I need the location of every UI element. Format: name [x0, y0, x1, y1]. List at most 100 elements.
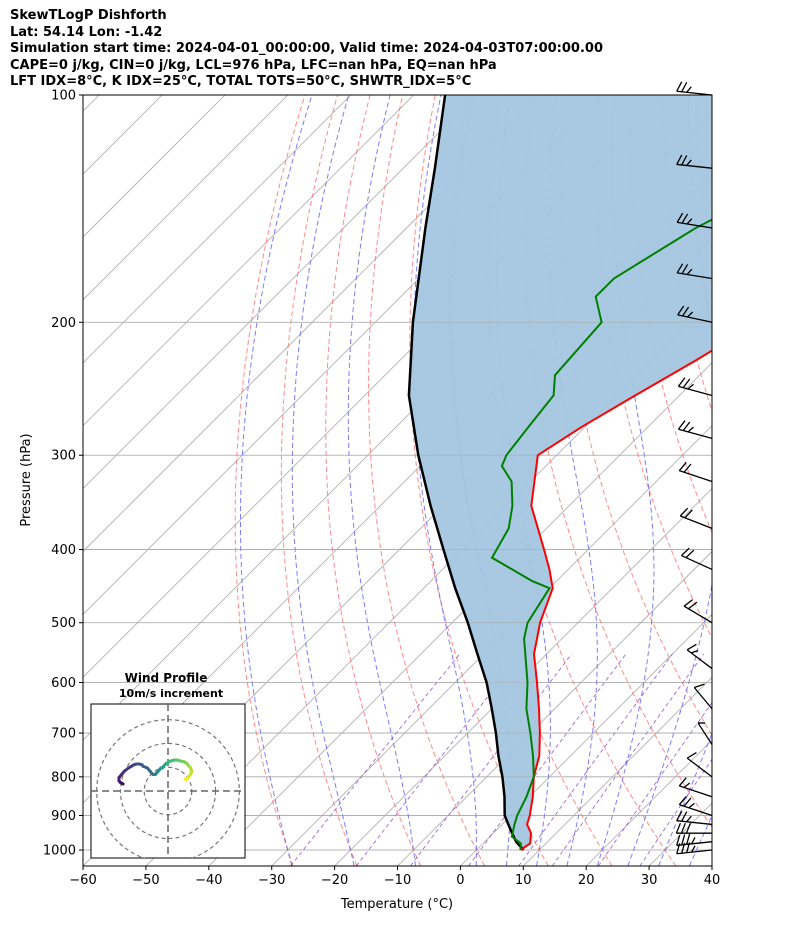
wind-barb-staff — [677, 314, 713, 323]
wind-barb-flag — [681, 834, 686, 846]
isotherm — [334, 488, 712, 866]
x-tick-label: −40 — [195, 873, 222, 888]
wind-barb-staff — [683, 605, 713, 624]
wind-barb-flag — [690, 649, 699, 654]
y-tick-label: 600 — [51, 676, 76, 691]
wind-barb-staff — [693, 687, 713, 710]
wind-barb-flag — [677, 420, 686, 430]
wind-barb-staff — [686, 757, 713, 778]
wind-barb — [676, 810, 713, 826]
wind-barb-flag — [686, 218, 693, 225]
x-tick-label: 30 — [641, 873, 658, 888]
dry-adiabat — [728, 95, 794, 866]
dry-adiabat — [234, 95, 306, 866]
x-tick-label: 40 — [704, 873, 721, 888]
dry-adiabat — [325, 95, 422, 866]
wind-barb — [676, 833, 713, 847]
wind-barb-flag — [676, 154, 683, 165]
y-tick-label: 500 — [51, 616, 76, 631]
wind-barb-staff — [676, 841, 713, 847]
wind-barb-flag — [681, 155, 688, 166]
x-tick-label: −60 — [69, 873, 96, 888]
temperature-line — [519, 349, 712, 851]
dry-adiabat — [662, 95, 712, 413]
wind-barb — [679, 507, 713, 530]
wind-barb-staff — [677, 221, 713, 229]
wind-barb-staff — [697, 722, 713, 745]
wind-barb-flag — [681, 842, 686, 854]
x-tick-label: 20 — [578, 873, 595, 888]
wind-barb — [686, 751, 713, 778]
wind-barb-flag — [675, 822, 682, 834]
wind-barb-flag — [685, 549, 695, 559]
moist-adiabat — [347, 95, 416, 866]
wind-barb-flag — [685, 822, 692, 834]
wind-barbs — [675, 81, 713, 855]
wind-barb-flag — [687, 383, 694, 390]
wind-barb-flag — [683, 599, 694, 607]
wind-barb — [678, 795, 713, 817]
wind-barb-flag — [683, 782, 691, 788]
moist-adiabat — [291, 95, 355, 866]
wind-barb-flag — [678, 462, 687, 472]
wind-barb-flag — [680, 822, 687, 834]
dry-adiabat — [761, 95, 794, 866]
axes-layer: −60 −50 −40 −30 −20 −10 0 10 20 30 40 100 200 300 400 5… — [43, 89, 720, 889]
isotherm — [83, 95, 100, 112]
isotherm — [83, 95, 289, 301]
wind-barb-flag — [686, 159, 692, 166]
moist-adiabat — [596, 95, 655, 866]
wind-barb-flag — [681, 547, 690, 557]
wind-barb-flag — [681, 811, 688, 822]
mixing-ratio-line — [468, 653, 627, 866]
wind-barb-flag — [683, 797, 692, 807]
wind-barb — [681, 547, 713, 571]
wind-barb-flag — [686, 268, 693, 275]
wind-barb-flag — [682, 421, 691, 431]
mixing-ratio-line — [518, 653, 673, 866]
wind-barb-flag — [676, 212, 684, 223]
wind-barb — [677, 420, 713, 440]
wind-barb — [693, 683, 713, 710]
wind-barb-flag — [679, 507, 689, 517]
parcel-area-fill — [408, 95, 712, 850]
y-axis-label: Pressure (hPa) — [19, 433, 34, 526]
wind-barb-staff — [677, 272, 713, 280]
wind-barb — [676, 81, 713, 96]
moist-adiabat — [240, 95, 313, 866]
wind-barb-flag — [691, 837, 696, 845]
isotherm — [460, 613, 712, 866]
simulation-times: Simulation start time: 2024-04-01_00:00:… — [10, 41, 603, 57]
hodograph-inset: Wind Profile 10m/s increment — [90, 671, 246, 859]
wind-barb-flag — [686, 643, 697, 651]
wind-barb-flag — [686, 751, 697, 759]
wind-barb-flag — [677, 377, 686, 387]
y-tick-label: 800 — [51, 770, 76, 785]
isotherm — [83, 95, 477, 490]
wind-barb — [677, 305, 713, 323]
hodograph-subtitle: 10m/s increment — [119, 687, 223, 700]
mixing-ratio-line — [290, 653, 461, 866]
wind-barb-flag — [683, 463, 692, 473]
chart-header: SkewTLogP Dishforth Lat: 54.14 Lon: -1.4… — [10, 8, 603, 91]
wind-barb-flag — [676, 263, 684, 274]
x-tick-label: −10 — [384, 873, 411, 888]
mixing-ratio-line — [598, 701, 712, 866]
wind-barb-flag — [678, 795, 687, 806]
wind-barb-flag — [686, 815, 692, 823]
wind-barb — [677, 377, 713, 397]
wind-barb-flag — [684, 509, 693, 519]
wind-barb — [675, 822, 712, 834]
isotherm — [83, 95, 540, 553]
wind-barb-flag — [688, 802, 695, 809]
wind-barb-flag — [687, 311, 694, 318]
x-tick-label: −50 — [132, 873, 159, 888]
wind-barb-staff — [678, 385, 713, 397]
wind-barb-flag — [682, 378, 691, 389]
isotherm — [83, 95, 226, 238]
wind-barb-flag — [694, 683, 705, 689]
dewpoint-line — [490, 218, 712, 851]
x-tick-label: 10 — [515, 873, 532, 888]
wind-barb — [678, 777, 713, 798]
station-location: Lat: 54.14 Lon: -1.42 — [10, 24, 163, 40]
